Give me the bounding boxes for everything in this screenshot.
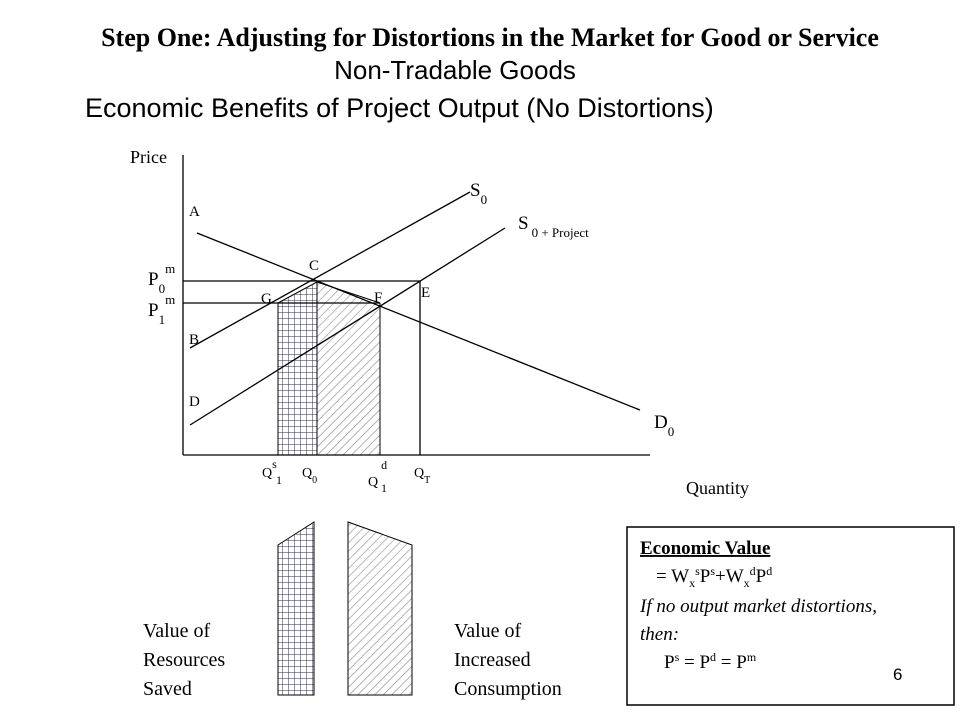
consumption-swatch (347, 521, 413, 696)
box-title: Economic Value (640, 538, 770, 559)
title: Step One: Adjusting for Distortions in t… (101, 23, 879, 52)
legend-text: Value of (454, 620, 522, 642)
curve-label: D0 (654, 412, 674, 439)
heading: Economic Benefits of Project Output (No … (85, 93, 714, 123)
point-label: E (421, 285, 430, 301)
curve-label: S0 (470, 180, 487, 207)
quantity-label: Qs1 (262, 457, 282, 487)
resources-area (277, 281, 318, 456)
subtitle: Non-Tradable Goods (334, 55, 576, 85)
point-label: D (189, 394, 200, 410)
quantity-label: QT (414, 466, 430, 486)
condition: If no output market distortions, (639, 596, 877, 617)
y-axis-label: Price (130, 147, 167, 167)
x-axis-label: Quantity (686, 478, 749, 498)
point-label: B (189, 332, 199, 348)
quantity-label: Qd 1 (368, 458, 387, 495)
quantity-label: Q0 (302, 466, 317, 486)
supply-project-curve (189, 227, 506, 426)
legend-text: Consumption (454, 678, 562, 700)
point-label: A (189, 204, 200, 220)
legend-text: Saved (143, 678, 192, 700)
legend-text: Increased (454, 649, 531, 671)
info-box (626, 526, 955, 706)
price-label: P0m (148, 261, 175, 296)
point-label: C (309, 258, 319, 274)
slide-number: 6 (893, 665, 902, 684)
resources-swatch (277, 521, 315, 696)
supply-curve (189, 191, 471, 349)
formula: = WxsPs+WxdPd (656, 564, 772, 590)
legend-text: Resources (143, 649, 225, 671)
consumption-area (316, 281, 381, 456)
legend-text: Value of (143, 620, 211, 642)
condition: then: (640, 624, 679, 645)
point-label: G (261, 291, 272, 307)
point-label: F (374, 290, 382, 306)
demand-curve (196, 232, 641, 411)
equality: Ps = Pd = Pm (664, 650, 757, 673)
price-label: P1m (148, 292, 175, 327)
